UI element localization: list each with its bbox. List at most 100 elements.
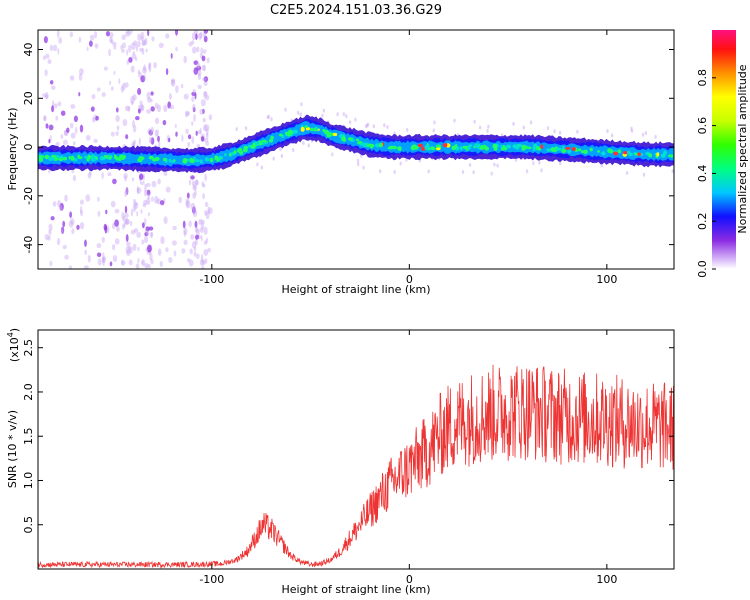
spectrogram-ridge-cell [466, 146, 471, 150]
spectrogram-ridge-cell [637, 152, 641, 156]
spectrogram-ridge-cell [546, 148, 552, 152]
spectrogram-noise-cell [137, 187, 142, 194]
spectrogram-ridge-cell [397, 146, 401, 151]
spectrogram-noise-cell [115, 114, 120, 123]
spectrogram-ridge-cell [648, 153, 653, 158]
colorbar: 0.0 0.2 0.4 0.6 0.8 Normalized spectral ampl… [696, 30, 749, 278]
spectrogram-noise-cell [121, 259, 124, 266]
spectrogram-noise-cell [91, 94, 96, 100]
spectrogram-noise-cell [148, 64, 152, 73]
spectrogram-noise-cell [52, 201, 57, 207]
spectrogram-noise-cell [493, 162, 496, 167]
spectrogram-y-tick-label: 0 [22, 144, 35, 151]
spectrogram-noise-cell [143, 189, 148, 197]
spectrogram-noise-cell [149, 253, 153, 261]
spectrogram-ridge-cell [474, 143, 478, 148]
spectrogram-ridge-cell [391, 145, 397, 150]
spectrogram-ridge-cell [505, 144, 512, 149]
spectrogram-noise-cell [114, 208, 120, 214]
spectrogram-noise-cell [203, 249, 209, 256]
spectrogram-noise-cell [168, 137, 171, 143]
spectrogram-noise-cell [205, 132, 209, 140]
spectrogram-noise-cell [379, 169, 382, 174]
spectrogram-noise-cell [141, 47, 145, 55]
spectrogram-noise-cell [126, 59, 130, 65]
spectrogram-noise-cell [199, 259, 205, 266]
spectrogram-noise-cell [69, 75, 75, 81]
spectrogram-noise-cell [148, 136, 153, 144]
spectrogram-noise-cell [199, 227, 204, 233]
spectrogram-noise-cell [538, 160, 541, 165]
spectrogram-noise-cell [133, 199, 136, 204]
spectrogram-noise-cell [129, 220, 133, 227]
spectrogram-noise-cell [128, 57, 133, 63]
spectrogram-noise-cell [70, 104, 76, 109]
spectrogram-noise-cell [559, 161, 562, 166]
spectrogram-noise-cell [129, 246, 133, 254]
spectrogram-noise-cell [193, 185, 197, 190]
spectrogram-noise-cell [183, 230, 186, 237]
spectrogram-noise-cell [284, 107, 287, 112]
spectrogram-noise-cell [149, 128, 153, 137]
spectrogram-noise-cell [200, 235, 203, 242]
spectrogram-noise-cell [154, 102, 159, 109]
spectrogram-noise-cell [144, 183, 147, 192]
spectrogram-noise-cell [130, 42, 136, 50]
spectrogram-noise-cell [540, 168, 543, 173]
spectrogram-noise-cell [125, 245, 131, 254]
spectrogram-ridge-cell [205, 158, 210, 162]
spectrogram-noise-cell [136, 211, 139, 217]
spectrogram-noise-cell [109, 38, 114, 44]
spectrogram-noise-cell [473, 119, 476, 124]
spectrogram-ridge-cell [209, 157, 214, 163]
spectrogram-noise-cell [207, 206, 211, 214]
spectrogram-noise-cell [194, 226, 199, 233]
spectrogram-noise-cell [90, 106, 95, 112]
spectrogram-noise-cell [188, 259, 194, 267]
spectrogram-noise-cell [183, 227, 188, 235]
spectrogram-ridge-cell [233, 150, 237, 155]
spectrogram-noise-cell [114, 219, 119, 227]
spectrogram-noise-cell [203, 91, 208, 96]
spectrogram-noise-cell [116, 107, 119, 113]
spectrogram-noise-cell [112, 178, 117, 185]
spectrogram-noise-cell [133, 139, 136, 145]
spectrogram-noise-cell [610, 133, 614, 138]
spectrogram-noise-cell [102, 258, 105, 266]
spectrogram-noise-cell [50, 216, 55, 221]
spectrogram-y-tick-label: -20 [22, 187, 35, 205]
spectrogram-noise-cell [145, 230, 150, 236]
spectrogram-ridge-cell [355, 138, 360, 142]
spectrogram-noise-cell [199, 108, 204, 115]
spectrogram-noise-cell [44, 233, 49, 241]
spectrogram-noise-cell [125, 134, 129, 140]
spectrogram-noise-cell [128, 44, 132, 53]
spectrogram-noise-cell [53, 103, 58, 109]
spectrogram-noise-cell [201, 181, 205, 187]
colorbar-tick-label: 0.4 [696, 165, 709, 183]
spectrogram-noise-cell [71, 228, 75, 235]
spectrogram-ridge-cell [366, 144, 371, 147]
spectrogram-noise-cell [193, 246, 197, 252]
spectrogram-ridge-cell [627, 150, 631, 155]
spectrogram-noise-cell [185, 198, 190, 203]
spectrogram-noise-cell [191, 32, 196, 41]
spectrogram-noise-cell [178, 196, 182, 203]
spectrogram-noise-cell [139, 181, 145, 185]
spectrogram-noise-cell [195, 234, 199, 240]
spectrogram-noise-cell [202, 183, 206, 188]
spectrogram-ridge-cell [359, 143, 366, 146]
spectrogram-noise-cell [70, 132, 76, 139]
spectrogram-noise-cell [195, 130, 198, 136]
spectrogram-ridge-cell [535, 146, 541, 151]
spectrogram-noise-cell [124, 82, 129, 88]
spectrogram-noise-cell [45, 92, 49, 99]
spectrogram-noise-cell [125, 234, 129, 242]
spectrogram-noise-cell [79, 68, 84, 76]
spectrogram-noise-cell [145, 226, 150, 232]
spectrogram-noise-cell [153, 61, 157, 69]
spectrogram-noise-cell [203, 138, 209, 143]
spectrogram-noise-cell [203, 76, 208, 83]
spectrogram-noise-cell [203, 90, 207, 99]
spectrogram-noise-cell [201, 55, 206, 62]
